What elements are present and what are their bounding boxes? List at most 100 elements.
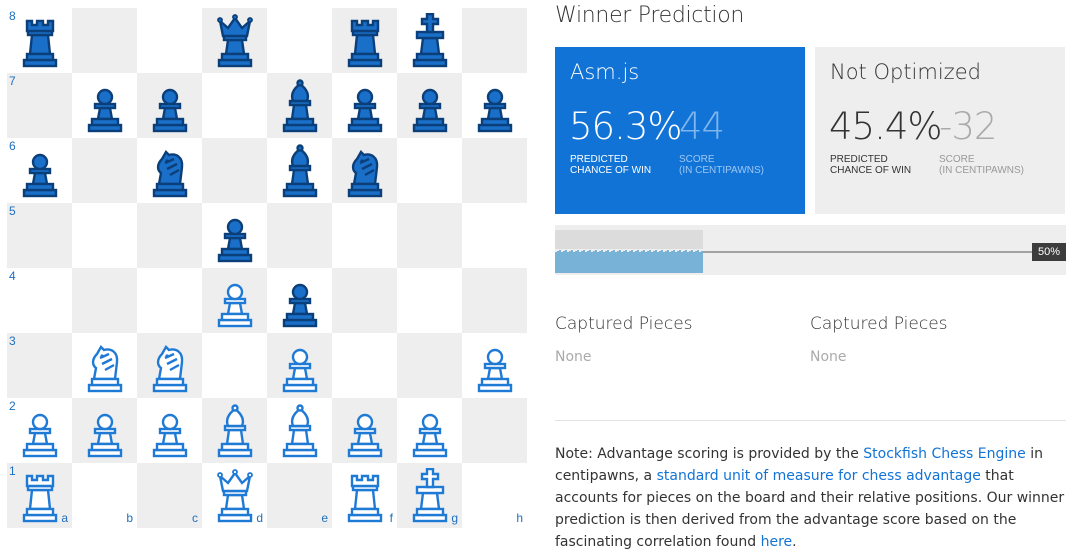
black-bishop-icon[interactable] xyxy=(274,78,326,134)
white-pawn-icon[interactable] xyxy=(144,403,196,459)
square-h3[interactable] xyxy=(462,333,527,398)
black-pawn-icon[interactable] xyxy=(274,273,326,329)
square-e7[interactable] xyxy=(267,73,332,138)
square-e5[interactable] xyxy=(267,203,332,268)
square-a3[interactable]: 3 xyxy=(7,333,72,398)
square-c5[interactable] xyxy=(137,203,202,268)
square-d3[interactable] xyxy=(202,333,267,398)
white-king-icon[interactable] xyxy=(404,468,456,524)
square-h2[interactable] xyxy=(462,398,527,463)
square-d5[interactable] xyxy=(202,203,267,268)
square-f1[interactable]: f xyxy=(332,463,397,528)
square-a7[interactable]: 7 xyxy=(7,73,72,138)
white-pawn-icon[interactable] xyxy=(404,403,456,459)
black-knight-icon[interactable] xyxy=(144,143,196,199)
square-h6[interactable] xyxy=(462,138,527,203)
white-pawn-icon[interactable] xyxy=(274,338,326,394)
black-rook-icon[interactable] xyxy=(339,13,391,69)
black-knight-icon[interactable] xyxy=(339,143,391,199)
square-b7[interactable] xyxy=(72,73,137,138)
square-g3[interactable] xyxy=(397,333,462,398)
square-b1[interactable]: b xyxy=(72,463,137,528)
square-d2[interactable] xyxy=(202,398,267,463)
square-b6[interactable] xyxy=(72,138,137,203)
square-g5[interactable] xyxy=(397,203,462,268)
square-g7[interactable] xyxy=(397,73,462,138)
square-h4[interactable] xyxy=(462,268,527,333)
correlation-link[interactable]: here xyxy=(760,534,793,550)
square-f5[interactable] xyxy=(332,203,397,268)
square-f4[interactable] xyxy=(332,268,397,333)
square-g1[interactable]: g xyxy=(397,463,462,528)
square-c3[interactable] xyxy=(137,333,202,398)
square-b2[interactable] xyxy=(72,398,137,463)
square-c1[interactable]: c xyxy=(137,463,202,528)
square-h5[interactable] xyxy=(462,203,527,268)
white-bishop-icon[interactable] xyxy=(209,403,261,459)
square-g4[interactable] xyxy=(397,268,462,333)
square-f2[interactable] xyxy=(332,398,397,463)
square-g2[interactable] xyxy=(397,398,462,463)
square-d8[interactable] xyxy=(202,8,267,73)
square-f6[interactable] xyxy=(332,138,397,203)
white-pawn-icon[interactable] xyxy=(14,403,66,459)
square-b4[interactable] xyxy=(72,268,137,333)
square-c6[interactable] xyxy=(137,138,202,203)
white-rook-icon[interactable] xyxy=(339,468,391,524)
white-knight-icon[interactable] xyxy=(144,338,196,394)
white-pawn-icon[interactable] xyxy=(209,273,261,329)
square-a4[interactable]: 4 xyxy=(7,268,72,333)
square-a5[interactable]: 5 xyxy=(7,203,72,268)
square-b5[interactable] xyxy=(72,203,137,268)
black-pawn-icon[interactable] xyxy=(79,78,131,134)
white-pawn-icon[interactable] xyxy=(79,403,131,459)
black-pawn-icon[interactable] xyxy=(209,208,261,264)
square-a6[interactable]: 6 xyxy=(7,138,72,203)
black-pawn-icon[interactable] xyxy=(144,78,196,134)
white-pawn-icon[interactable] xyxy=(339,403,391,459)
square-h7[interactable] xyxy=(462,73,527,138)
square-b8[interactable] xyxy=(72,8,137,73)
square-c2[interactable] xyxy=(137,398,202,463)
square-e3[interactable] xyxy=(267,333,332,398)
square-g6[interactable] xyxy=(397,138,462,203)
black-queen-icon[interactable] xyxy=(209,13,261,69)
black-rook-icon[interactable] xyxy=(14,13,66,69)
square-a2[interactable]: 2 xyxy=(7,398,72,463)
square-h8[interactable] xyxy=(462,8,527,73)
white-bishop-icon[interactable] xyxy=(274,403,326,459)
square-f8[interactable] xyxy=(332,8,397,73)
stockfish-link[interactable]: Stockfish Chess Engine xyxy=(863,446,1026,462)
square-d4[interactable] xyxy=(202,268,267,333)
square-e8[interactable] xyxy=(267,8,332,73)
black-pawn-icon[interactable] xyxy=(404,78,456,134)
square-d7[interactable] xyxy=(202,73,267,138)
white-pawn-icon[interactable] xyxy=(469,338,521,394)
square-c4[interactable] xyxy=(137,268,202,333)
square-b3[interactable] xyxy=(72,333,137,398)
square-g8[interactable] xyxy=(397,8,462,73)
square-c7[interactable] xyxy=(137,73,202,138)
square-a8[interactable]: 8 xyxy=(7,8,72,73)
square-d6[interactable] xyxy=(202,138,267,203)
black-pawn-icon[interactable] xyxy=(339,78,391,134)
black-pawn-icon[interactable] xyxy=(469,78,521,134)
chess-board[interactable]: 8 xyxy=(7,8,527,528)
square-f3[interactable] xyxy=(332,333,397,398)
white-rook-icon[interactable] xyxy=(14,468,66,524)
black-king-icon[interactable] xyxy=(404,13,456,69)
black-bishop-icon[interactable] xyxy=(274,143,326,199)
square-e6[interactable] xyxy=(267,138,332,203)
centipawn-link[interactable]: standard unit of measure for chess advan… xyxy=(656,468,981,484)
black-pawn-icon[interactable] xyxy=(14,143,66,199)
square-e4[interactable] xyxy=(267,268,332,333)
white-knight-icon[interactable] xyxy=(79,338,131,394)
square-c8[interactable] xyxy=(137,8,202,73)
square-h1[interactable]: h xyxy=(462,463,527,528)
square-e2[interactable] xyxy=(267,398,332,463)
square-e1[interactable]: e xyxy=(267,463,332,528)
square-f7[interactable] xyxy=(332,73,397,138)
square-d1[interactable]: d xyxy=(202,463,267,528)
white-queen-icon[interactable] xyxy=(209,468,261,524)
